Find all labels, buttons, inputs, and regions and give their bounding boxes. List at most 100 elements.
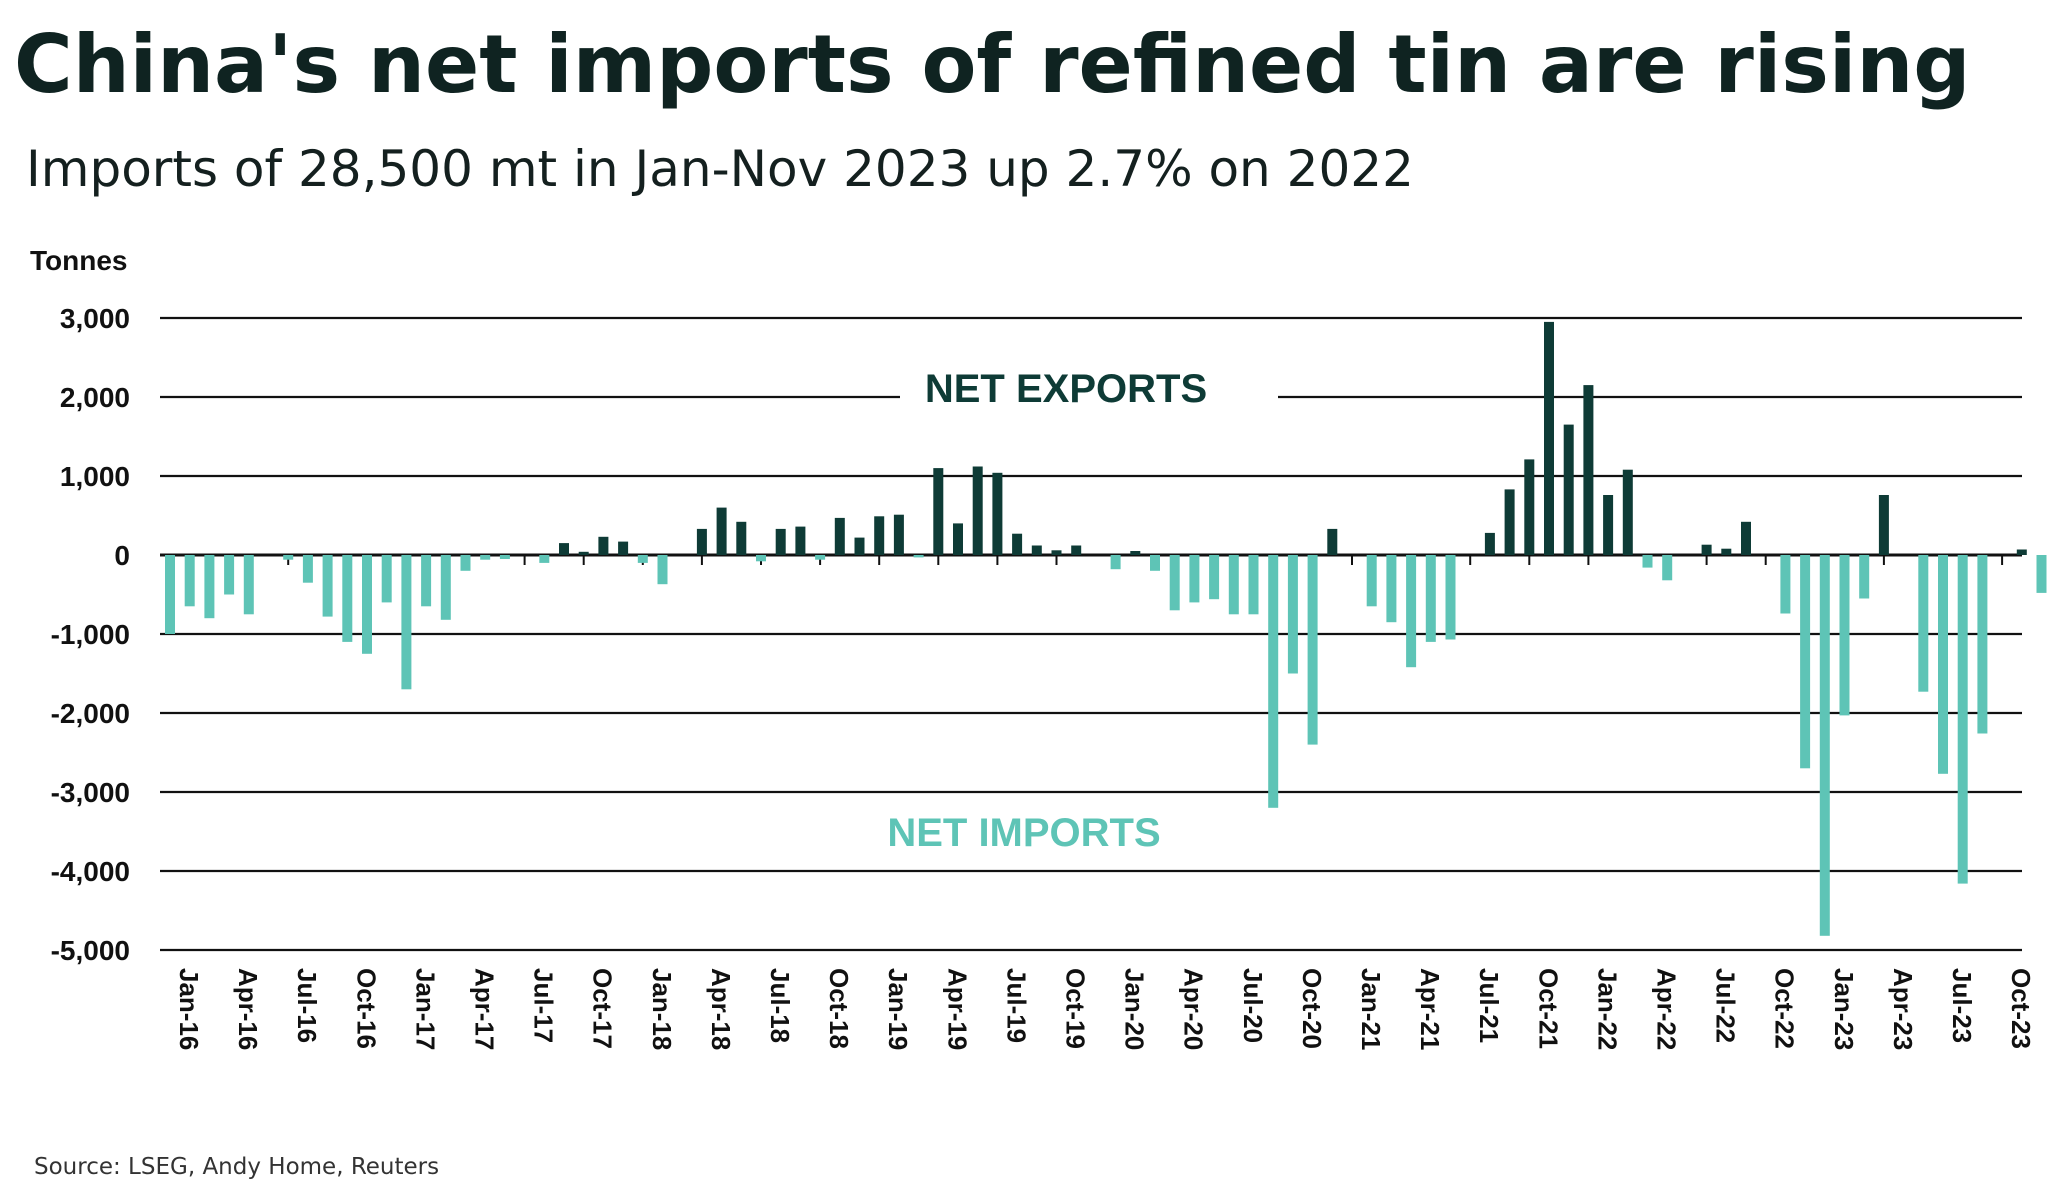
tin-net-imports-chart: 3,000 2,000 1,000 0 -1,000 -2,000 -3,000 -4,000…: [30, 245, 2047, 1050]
bar: [302, 555, 313, 583]
y-axis-label: Tonnes: [30, 245, 127, 276]
bar: [637, 555, 648, 563]
bar: [696, 528, 707, 555]
x-tick-label: Apr-18: [706, 968, 736, 1050]
bar: [204, 555, 215, 619]
bar: [1878, 495, 1889, 555]
y-tick-label: -5,000: [51, 935, 130, 966]
x-tick-label: Jul-16: [292, 968, 322, 1043]
bar: [362, 555, 372, 654]
x-tick-label: Jul-21: [1474, 968, 1504, 1043]
bar: [1110, 555, 1121, 570]
bar: [756, 555, 766, 562]
bar: [1031, 545, 1042, 555]
bar: [1012, 533, 1023, 555]
net-imports-label: NET IMPORTS: [887, 811, 1160, 855]
x-tick-label: Jan-19: [883, 968, 913, 1050]
bar: [1524, 459, 1535, 555]
chart-title: China's net imports of refined tin are r…: [14, 18, 1971, 111]
bar: [1169, 555, 1180, 611]
bar: [953, 523, 963, 555]
bar: [460, 555, 471, 571]
x-tick-label: Jul-18: [765, 968, 795, 1043]
bar: [440, 555, 451, 620]
bar: [499, 555, 510, 559]
bar: [1859, 555, 1870, 599]
y-tick-label: 3,000: [60, 303, 130, 334]
x-tick-label: Apr-23: [1888, 968, 1918, 1050]
x-tick-label: Jul-22: [1711, 968, 1741, 1043]
bar: [559, 543, 569, 555]
bar: [401, 555, 412, 690]
x-tick-label: Oct-16: [351, 968, 381, 1049]
bar: [775, 528, 786, 555]
x-tick-label: Jul-19: [1001, 968, 1031, 1043]
y-tick-labels: 3,000 2,000 1,000 0 -1,000 -2,000 -3,000 -4,000…: [51, 303, 130, 966]
bar: [1800, 555, 1811, 769]
x-tick-label: Jan-16: [174, 968, 204, 1050]
bar: [1780, 555, 1791, 614]
bar: [1445, 555, 1456, 640]
bar: [1327, 528, 1338, 555]
bar: [933, 468, 944, 555]
chart-subtitle: Imports of 28,500 mt in Jan-Nov 2023 up …: [26, 140, 1414, 198]
y-tick-label: 1,000: [60, 461, 130, 492]
bar: [893, 514, 904, 555]
y-tick-label: -1,000: [51, 619, 130, 650]
x-tick-label: Jan-21: [1356, 968, 1386, 1050]
x-tick-label: Apr-19: [942, 968, 972, 1050]
bar: [1662, 555, 1673, 581]
bar: [1721, 548, 1732, 555]
x-tick-label: Jul-17: [529, 968, 559, 1043]
x-tick-label: Jan-22: [1592, 968, 1622, 1050]
bar: [1741, 521, 1751, 555]
annotations: NET EXPORTS NET IMPORTS: [887, 367, 1207, 855]
bar: [736, 521, 747, 555]
bar: [716, 507, 727, 555]
bar: [243, 555, 254, 615]
bar: [421, 555, 432, 607]
y-tick-label: -2,000: [51, 698, 130, 729]
grid-lines: [160, 316, 2022, 952]
x-tick-label: Jul-23: [1947, 968, 1977, 1043]
bar: [165, 555, 175, 634]
bar: [1839, 555, 1850, 716]
bar: [598, 536, 609, 555]
bar: [1583, 385, 1594, 555]
bar: [224, 555, 235, 595]
bar: [2036, 555, 2047, 593]
bar: [1268, 555, 1279, 808]
bar: [992, 472, 1003, 555]
x-tick-label: Oct-18: [824, 968, 854, 1049]
bar: [322, 555, 333, 617]
bar: [1957, 555, 1968, 884]
bar: [1071, 545, 1082, 555]
bar: [578, 551, 589, 555]
bar: [342, 555, 353, 642]
bar: [834, 517, 845, 555]
bar: [1701, 544, 1712, 555]
bar: [1977, 555, 1988, 734]
bar: [2016, 549, 2027, 555]
y-tick-label: 0: [114, 540, 130, 571]
bar: [1544, 321, 1554, 555]
bar: [1406, 555, 1417, 668]
bar: [854, 537, 865, 555]
bar: [1228, 555, 1239, 615]
bar: [1603, 495, 1614, 555]
bar: [1051, 550, 1062, 555]
x-tick-label: Oct-17: [588, 968, 618, 1049]
bar: [913, 555, 924, 558]
y-tick-label: -3,000: [51, 777, 130, 808]
x-tick-label: Jan-23: [1829, 968, 1859, 1050]
bar: [1819, 555, 1830, 936]
bar: [184, 555, 195, 607]
x-tick-label: Oct-19: [1061, 968, 1091, 1049]
bar: [1189, 555, 1200, 603]
net-exports-label: NET EXPORTS: [925, 367, 1207, 411]
bar: [1386, 555, 1397, 623]
bar: [539, 555, 550, 563]
bar: [1938, 555, 1948, 774]
y-tick-label: -4,000: [51, 856, 130, 887]
x-tick-label: Jan-20: [1120, 968, 1150, 1050]
